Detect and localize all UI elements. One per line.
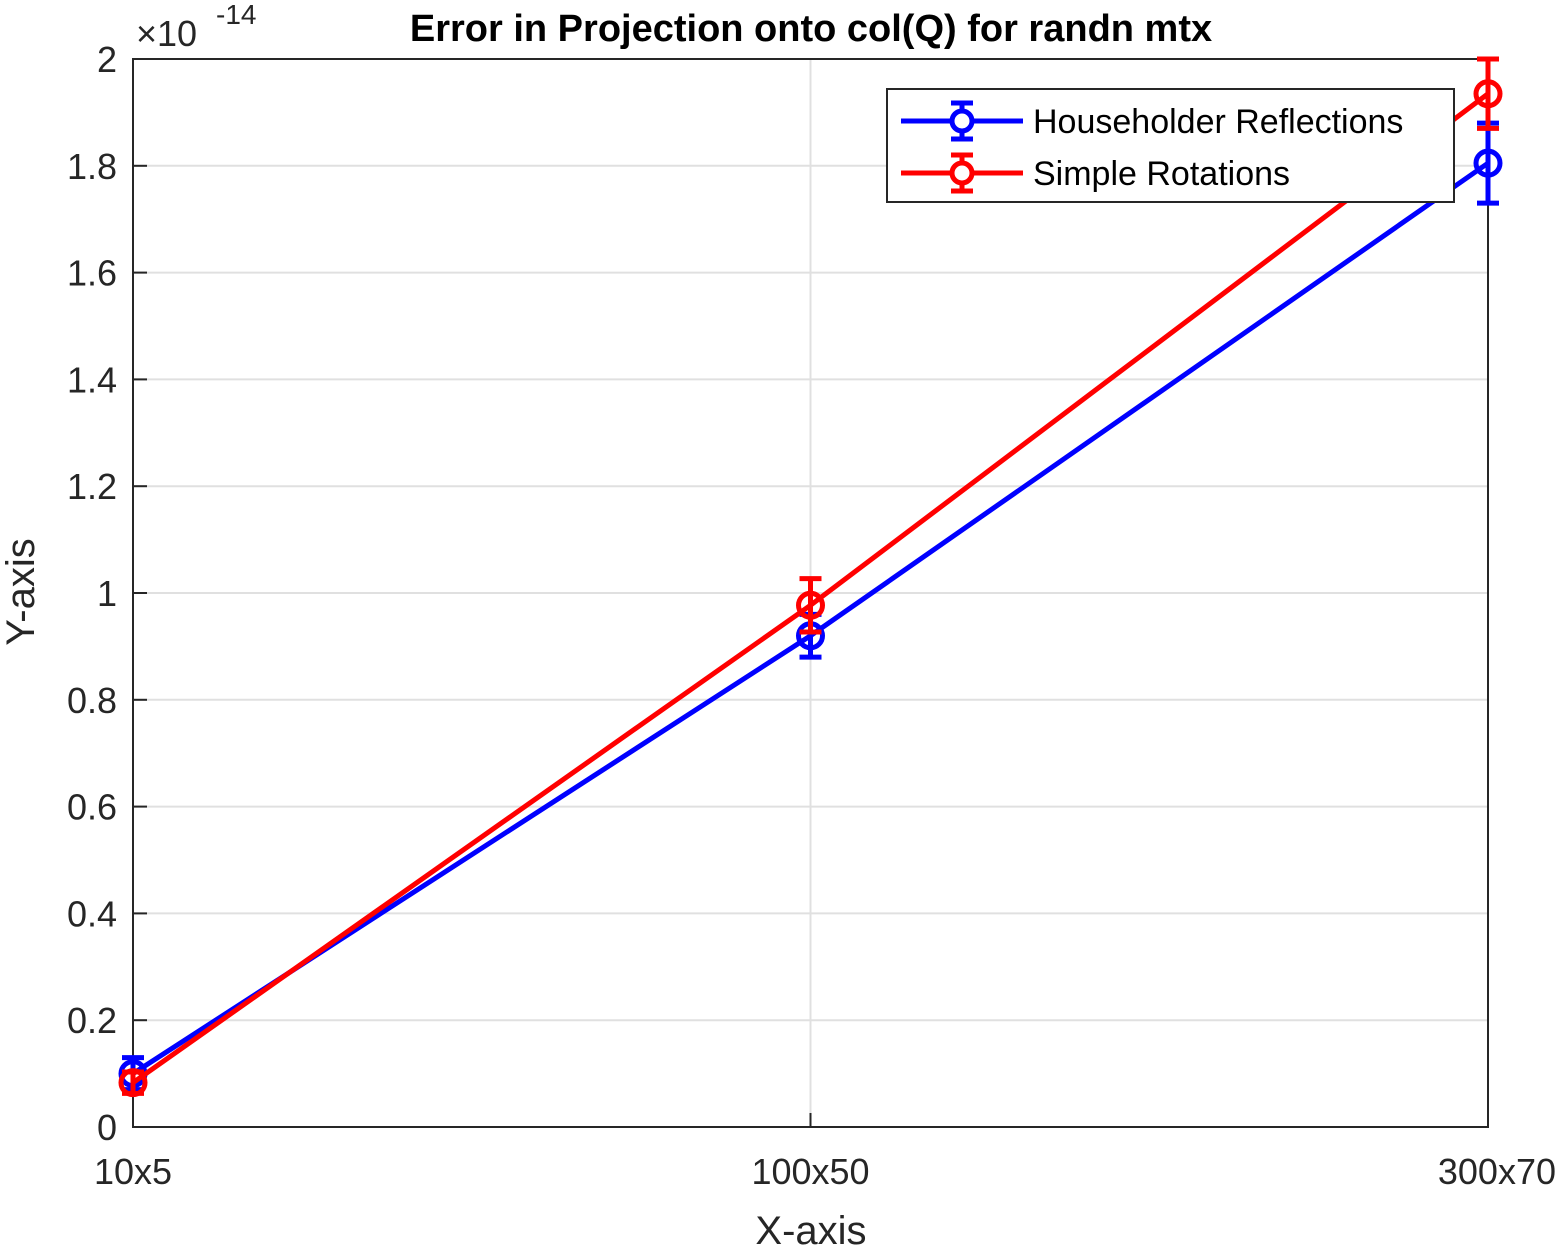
y-tick-label: 0.2 <box>67 1000 117 1041</box>
x-tick-label: 300x70 <box>1438 1151 1556 1192</box>
legend-item: Householder Reflections <box>901 100 1403 142</box>
legend-item: Simple Rotations <box>901 152 1290 194</box>
chart-title: Error in Projection onto col(Q) for rand… <box>410 8 1212 50</box>
error-bar <box>1477 56 1499 131</box>
legend-box <box>886 88 1455 203</box>
plot-box <box>132 58 1489 1128</box>
tick-labels: 0 0.2 0.4 0.6 0.8 1 1.2 1.4 1.6 1.8 2 10x5 100x50 300… <box>67 39 1556 1192</box>
data-point <box>1473 148 1503 178</box>
y-tick-label: 1.6 <box>67 253 117 294</box>
axes <box>132 58 1489 1128</box>
legend-label: Householder Reflections <box>1033 103 1403 141</box>
y-tick-label: 1.4 <box>67 359 117 400</box>
y-axis-multiplier: ×10 -14 <box>136 0 256 54</box>
y-tick-label: 0 <box>97 1107 117 1148</box>
legend-marker <box>949 108 975 134</box>
y-tick-label: 2 <box>97 39 117 80</box>
data-point <box>796 590 825 620</box>
data-point <box>1473 79 1503 109</box>
x-axis-title: X-axis <box>755 1209 866 1250</box>
error-bar <box>799 576 822 635</box>
series-simple-rotations <box>118 56 1503 1098</box>
data-point <box>118 1068 148 1098</box>
legend-label: Simple Rotations <box>1033 155 1290 193</box>
y-tick-label: 0.4 <box>67 893 117 934</box>
y-tick-label: 0.6 <box>67 787 117 828</box>
legend: Householder Reflections Simple Rotations <box>886 88 1455 203</box>
y-axis-title: Y-axis <box>0 538 43 645</box>
y-tick-label: 1.2 <box>67 466 117 507</box>
x-tick-label: 10x5 <box>94 1151 172 1192</box>
y-tick-label: 1.8 <box>67 146 117 187</box>
series-layer <box>118 56 1503 1098</box>
y-tick-label: 1 <box>97 573 117 614</box>
y-tick-label: 0.8 <box>67 680 117 721</box>
legend-marker <box>949 160 975 186</box>
multiplier-exponent: -14 <box>216 0 256 30</box>
x-tick-label: 100x50 <box>751 1151 869 1192</box>
multiplier-base: ×10 <box>136 13 197 54</box>
